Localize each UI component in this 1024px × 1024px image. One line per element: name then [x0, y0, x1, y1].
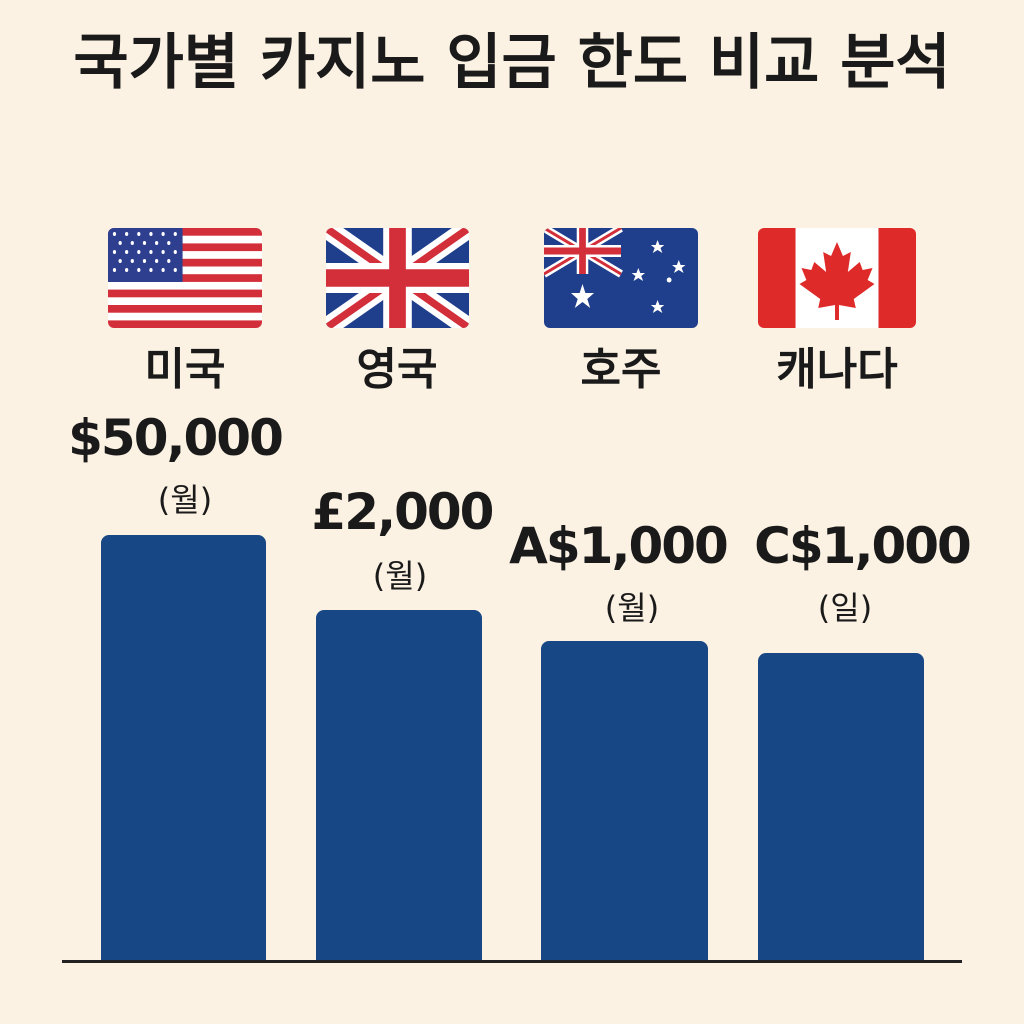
- country-label-canada: 캐나다: [776, 344, 898, 395]
- period-label-uk: (월): [372, 557, 428, 595]
- value-label-usa: $50,000: [68, 409, 284, 467]
- canada-flag-icon: [758, 228, 916, 328]
- period-label-australia: (월): [604, 589, 660, 627]
- x-axis-baseline: [62, 960, 962, 963]
- period-label-canada: (일): [817, 589, 873, 627]
- bar-canada: [758, 653, 924, 961]
- bar-uk: [316, 610, 482, 961]
- us-flag-icon: [108, 228, 262, 328]
- period-label-usa: (월): [157, 481, 213, 519]
- uk-flag-icon: [326, 228, 469, 328]
- country-label-australia: 호주: [580, 344, 662, 395]
- country-label-uk: 영국: [356, 344, 438, 395]
- bar-australia: [541, 641, 708, 961]
- value-label-australia: A$1,000: [509, 517, 729, 575]
- value-label-canada: C$1,000: [754, 517, 972, 575]
- country-label-usa: 미국: [144, 344, 226, 395]
- australia-flag-icon: [544, 228, 698, 328]
- value-label-uk: £2,000: [311, 483, 495, 541]
- chart-title: 국가별 카지노 입금 한도 비교 분석: [73, 28, 951, 98]
- bar-usa: [101, 535, 266, 961]
